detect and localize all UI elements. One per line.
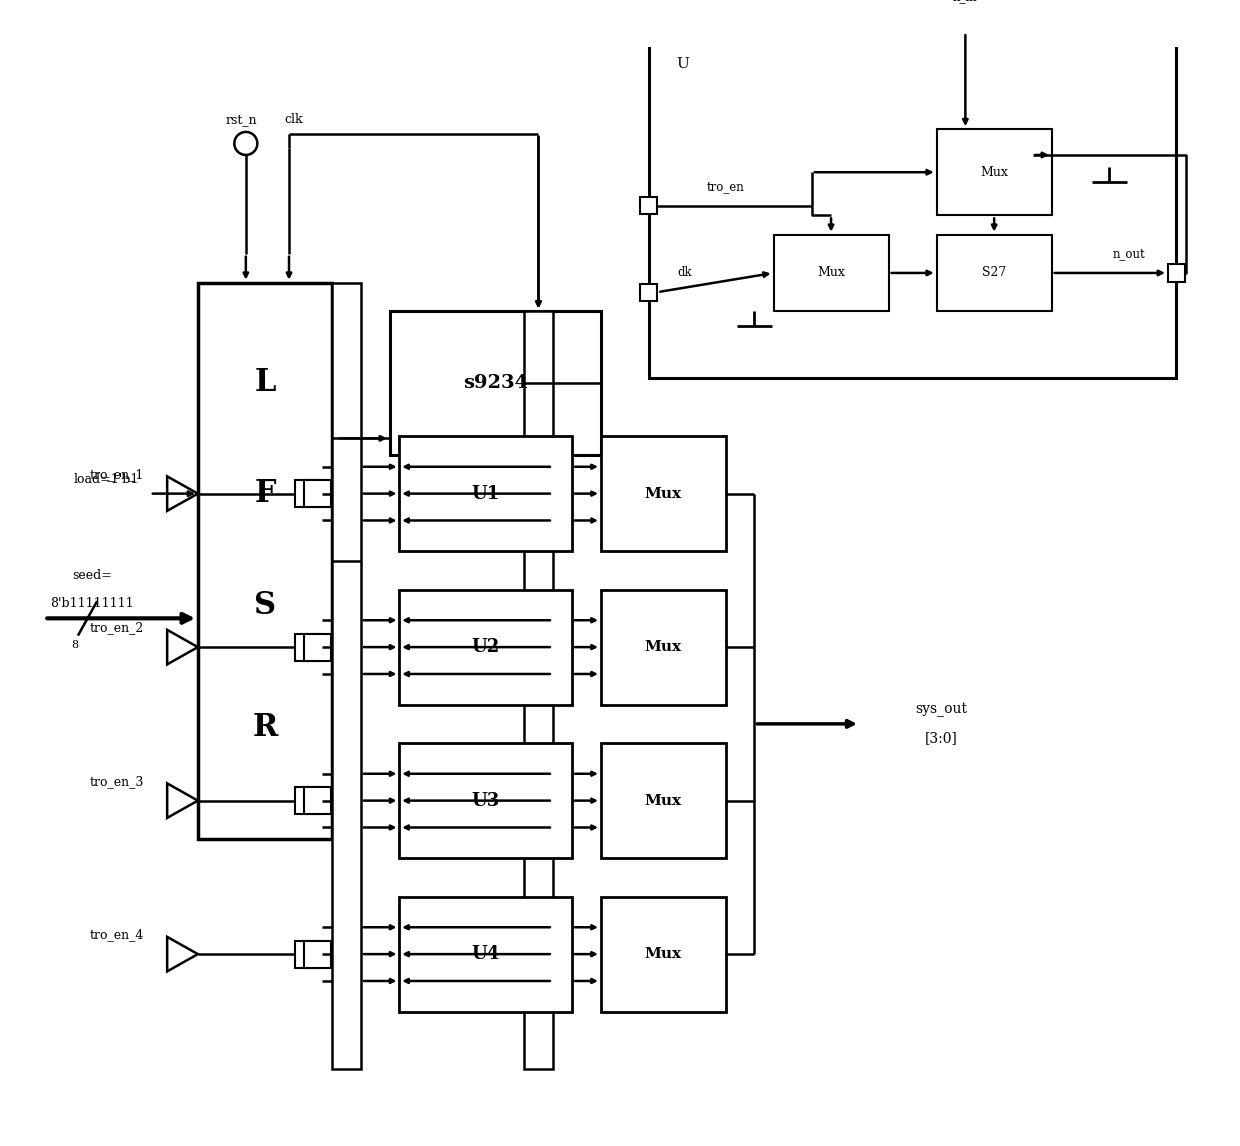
Text: U3: U3 — [471, 792, 500, 809]
Bar — [198, 283, 332, 839]
Text: Mux: Mux — [645, 487, 682, 501]
Text: R: R — [252, 712, 278, 744]
Text: tro_en_3: tro_en_3 — [89, 775, 144, 788]
Text: U2: U2 — [471, 638, 500, 657]
Text: tro_en_1: tro_en_1 — [89, 468, 144, 481]
Text: n_out: n_out — [1112, 248, 1145, 260]
Bar — [389, 312, 601, 455]
Bar — [601, 896, 725, 1012]
Text: dk: dk — [677, 267, 692, 280]
Bar — [936, 129, 1052, 215]
Text: 8: 8 — [72, 641, 78, 650]
Text: Mux: Mux — [645, 794, 682, 808]
Text: s9234: s9234 — [463, 375, 528, 392]
Text: U: U — [676, 57, 688, 71]
Text: seed=: seed= — [72, 568, 113, 582]
Bar — [601, 743, 725, 858]
Text: Mux: Mux — [817, 267, 844, 280]
Text: n_in: n_in — [954, 0, 977, 3]
Bar — [295, 634, 321, 660]
Text: tro_en_4: tro_en_4 — [89, 928, 144, 941]
Bar — [640, 197, 657, 214]
Text: tro_en_2: tro_en_2 — [89, 621, 144, 635]
Bar — [525, 312, 553, 1069]
Text: load=1'b1: load=1'b1 — [74, 472, 139, 486]
Text: F: F — [254, 479, 275, 510]
Text: S27: S27 — [982, 267, 1007, 280]
Bar — [640, 283, 657, 300]
Bar — [295, 480, 321, 507]
Bar — [399, 435, 572, 551]
Bar — [295, 941, 321, 967]
Text: clk: clk — [284, 113, 303, 126]
Text: U1: U1 — [471, 485, 500, 503]
Text: Mux: Mux — [981, 166, 1008, 179]
Bar — [649, 42, 1177, 378]
Bar — [601, 435, 725, 551]
Bar — [399, 896, 572, 1012]
Bar — [1168, 265, 1185, 282]
Bar — [332, 283, 361, 1069]
Text: Mux: Mux — [645, 947, 682, 961]
Text: tro_en: tro_en — [707, 180, 744, 194]
Text: L: L — [254, 367, 275, 398]
Text: Mux: Mux — [645, 641, 682, 654]
Bar — [957, 15, 973, 32]
Text: sys_out: sys_out — [915, 702, 967, 716]
Bar — [936, 235, 1052, 312]
Text: 8'b11111111: 8'b11111111 — [51, 597, 134, 611]
Bar — [774, 235, 889, 312]
Text: S: S — [254, 590, 277, 621]
Text: rst_n: rst_n — [226, 113, 257, 126]
Bar — [399, 743, 572, 858]
Text: U4: U4 — [471, 945, 500, 963]
Bar — [304, 634, 331, 660]
Bar — [399, 589, 572, 705]
Bar — [295, 787, 321, 814]
Bar — [304, 787, 331, 814]
Bar — [304, 480, 331, 507]
Text: [3:0]: [3:0] — [925, 731, 957, 745]
Bar — [601, 589, 725, 705]
Bar — [304, 941, 331, 967]
